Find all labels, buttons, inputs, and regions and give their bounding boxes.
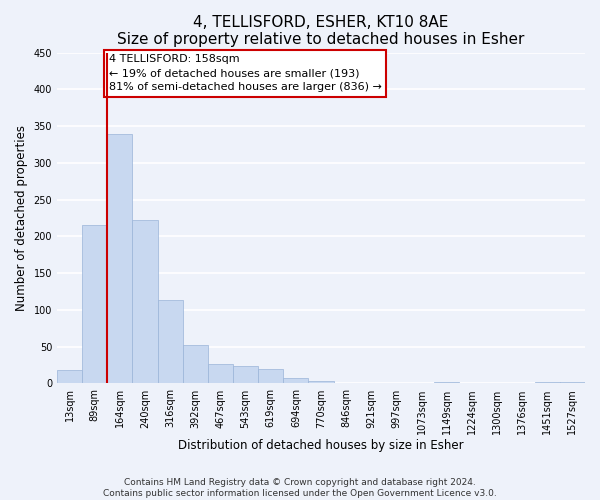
- Bar: [434, 382, 459, 384]
- Bar: [183, 344, 208, 384]
- Bar: [208, 364, 233, 384]
- Bar: [283, 378, 308, 384]
- Bar: [233, 366, 258, 384]
- Bar: [133, 220, 158, 384]
- Y-axis label: Number of detached properties: Number of detached properties: [15, 125, 28, 311]
- Title: 4, TELLISFORD, ESHER, KT10 8AE
Size of property relative to detached houses in E: 4, TELLISFORD, ESHER, KT10 8AE Size of p…: [118, 15, 525, 48]
- Text: 4 TELLISFORD: 158sqm
← 19% of detached houses are smaller (193)
81% of semi-deta: 4 TELLISFORD: 158sqm ← 19% of detached h…: [109, 54, 382, 92]
- Bar: [258, 369, 283, 384]
- Bar: [535, 382, 560, 384]
- Bar: [82, 226, 107, 384]
- Bar: [308, 380, 334, 384]
- Bar: [107, 134, 133, 384]
- Bar: [560, 382, 585, 384]
- Text: Contains HM Land Registry data © Crown copyright and database right 2024.
Contai: Contains HM Land Registry data © Crown c…: [103, 478, 497, 498]
- X-axis label: Distribution of detached houses by size in Esher: Distribution of detached houses by size …: [178, 440, 464, 452]
- Bar: [158, 300, 183, 384]
- Bar: [57, 370, 82, 384]
